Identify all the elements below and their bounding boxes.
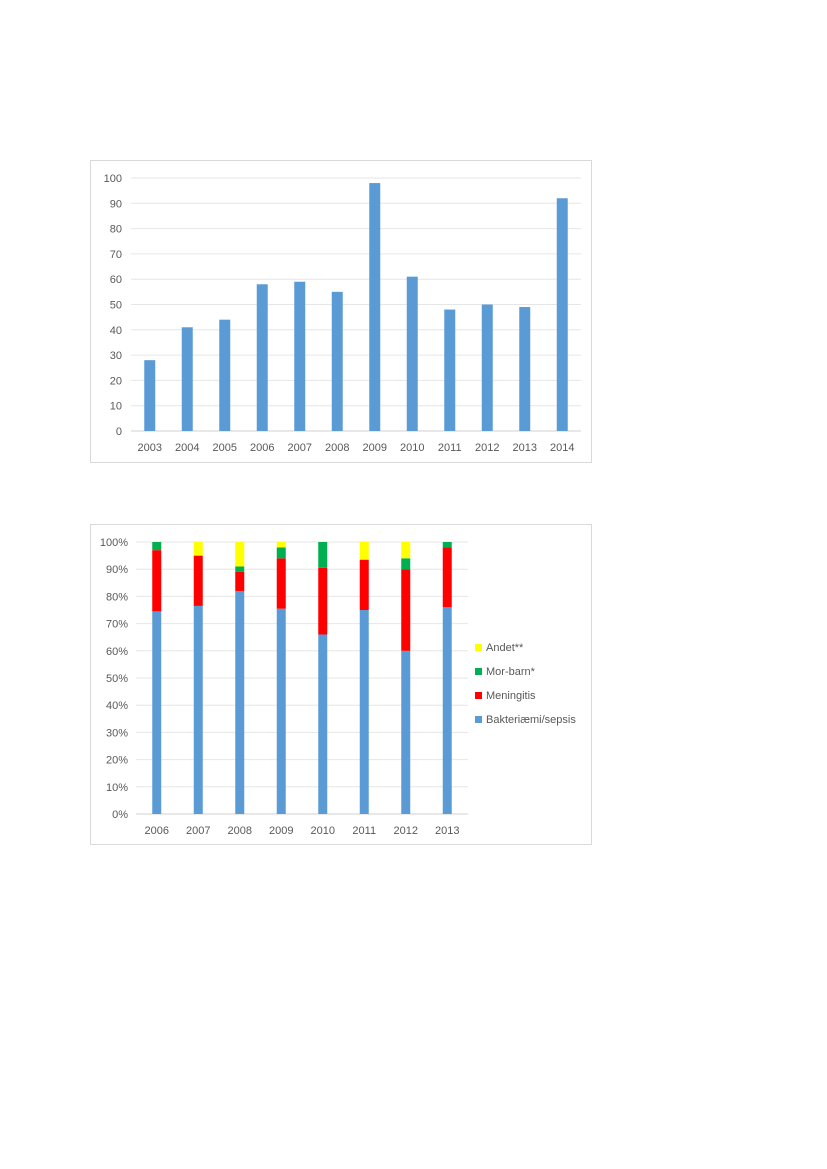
bar-segment bbox=[276, 542, 286, 548]
y-tick-label: 50% bbox=[106, 673, 128, 685]
x-tick-label: 2010 bbox=[311, 825, 335, 837]
bar-segment bbox=[276, 608, 286, 814]
bar-segment bbox=[318, 542, 328, 568]
legend-swatch bbox=[475, 716, 482, 723]
x-tick-label: 2011 bbox=[352, 825, 376, 837]
y-tick-label: 50 bbox=[110, 300, 122, 312]
bar-segment bbox=[276, 558, 286, 609]
y-tick-label: 20% bbox=[106, 755, 128, 767]
y-tick-label: 100 bbox=[104, 173, 122, 185]
bar bbox=[331, 291, 343, 431]
y-tick-label: 60% bbox=[106, 646, 128, 658]
bar-segment bbox=[442, 607, 452, 814]
bar bbox=[219, 319, 231, 431]
bar-segment bbox=[152, 611, 162, 814]
x-tick-label: 2009 bbox=[363, 442, 387, 454]
y-tick-label: 10 bbox=[110, 401, 122, 413]
y-tick-label: 80 bbox=[110, 224, 122, 236]
x-tick-label: 2010 bbox=[400, 442, 424, 454]
x-tick-label: 2007 bbox=[186, 825, 210, 837]
y-tick-label: 100% bbox=[100, 537, 128, 549]
bar bbox=[144, 360, 156, 431]
bar-chart-svg: 0 10 20 30 40 50 60 70 80 90 100 2003 2004 2005 2006 20… bbox=[104, 173, 581, 454]
x-tick-label: 2008 bbox=[325, 442, 349, 454]
bar-segment bbox=[318, 567, 328, 635]
y-tick-label: 70% bbox=[106, 619, 128, 631]
x-tick-label: 2006 bbox=[250, 442, 274, 454]
bar bbox=[294, 281, 306, 431]
x-tick-label: 2012 bbox=[394, 825, 418, 837]
y-tick-label: 60 bbox=[110, 274, 122, 286]
bar-segment bbox=[235, 571, 245, 591]
y-tick-label: 40 bbox=[110, 325, 122, 337]
bar-segment bbox=[193, 555, 203, 606]
bar-segment bbox=[401, 542, 411, 559]
bar-segment bbox=[442, 547, 452, 608]
legend-label: Mor-barn* bbox=[486, 666, 536, 678]
y-tick-label: 30% bbox=[106, 727, 128, 739]
bar-segment bbox=[401, 569, 411, 651]
y-tick-label: 70 bbox=[110, 249, 122, 261]
bar bbox=[481, 304, 493, 431]
bar bbox=[369, 183, 381, 431]
bar-segment bbox=[152, 542, 162, 551]
bar-chart-frame: 0 10 20 30 40 50 60 70 80 90 100 2003 2004 2005 2006 20… bbox=[90, 160, 592, 463]
bar-segment bbox=[235, 566, 245, 572]
bar-segment bbox=[442, 542, 452, 548]
legend-swatch bbox=[475, 692, 482, 699]
x-tick-label: 2012 bbox=[475, 442, 499, 454]
x-tick-label: 2004 bbox=[175, 442, 199, 454]
bar-segment bbox=[193, 542, 203, 556]
y-tick-label: 40% bbox=[106, 700, 128, 712]
bar-segment bbox=[359, 610, 369, 814]
x-tick-label: 2006 bbox=[145, 825, 169, 837]
bar bbox=[556, 198, 568, 431]
bar-segment bbox=[235, 542, 245, 567]
x-tick-label: 2014 bbox=[550, 442, 574, 454]
x-tick-label: 2009 bbox=[269, 825, 293, 837]
x-tick-label: 2007 bbox=[288, 442, 312, 454]
bar-segment bbox=[318, 634, 328, 814]
y-tick-label: 10% bbox=[106, 782, 128, 794]
legend-label: Andet** bbox=[486, 642, 524, 654]
bar bbox=[406, 276, 418, 431]
legend-label: Bakteriæmi/sepsis bbox=[486, 714, 576, 726]
y-tick-label: 0% bbox=[112, 809, 128, 821]
stacked-chart-frame: 0% 10% 20% 30% 40% 50% 60% 70% 80% 90% 100% 2006 200… bbox=[90, 524, 592, 845]
bar bbox=[519, 307, 531, 431]
x-tick-label: 2005 bbox=[213, 442, 237, 454]
bar-segment bbox=[401, 650, 411, 814]
stacked-chart-svg: 0% 10% 20% 30% 40% 50% 60% 70% 80% 90% 100% 2006 200… bbox=[100, 537, 576, 837]
x-tick-label: 2003 bbox=[138, 442, 162, 454]
bar-segment bbox=[193, 605, 203, 814]
bar-segment bbox=[276, 547, 286, 559]
bar bbox=[256, 284, 268, 431]
bar-segment bbox=[359, 559, 369, 610]
y-tick-label: 30 bbox=[110, 350, 122, 362]
bar-segment bbox=[152, 550, 162, 612]
legend-swatch bbox=[475, 644, 482, 651]
y-tick-label: 90 bbox=[110, 198, 122, 210]
bar-segment bbox=[401, 558, 411, 570]
x-tick-label: 2008 bbox=[228, 825, 252, 837]
bar-segment bbox=[359, 542, 369, 560]
x-tick-label: 2013 bbox=[435, 825, 459, 837]
bar bbox=[444, 309, 456, 431]
bar-segment bbox=[235, 590, 245, 814]
legend-label: Meningitis bbox=[486, 690, 536, 702]
y-tick-label: 80% bbox=[106, 591, 128, 603]
x-tick-label: 2013 bbox=[513, 442, 537, 454]
legend-swatch bbox=[475, 668, 482, 675]
y-tick-label: 20 bbox=[110, 375, 122, 387]
y-tick-label: 90% bbox=[106, 564, 128, 576]
x-tick-label: 2011 bbox=[438, 442, 462, 454]
y-tick-label: 0 bbox=[116, 426, 122, 438]
bar bbox=[181, 327, 193, 431]
